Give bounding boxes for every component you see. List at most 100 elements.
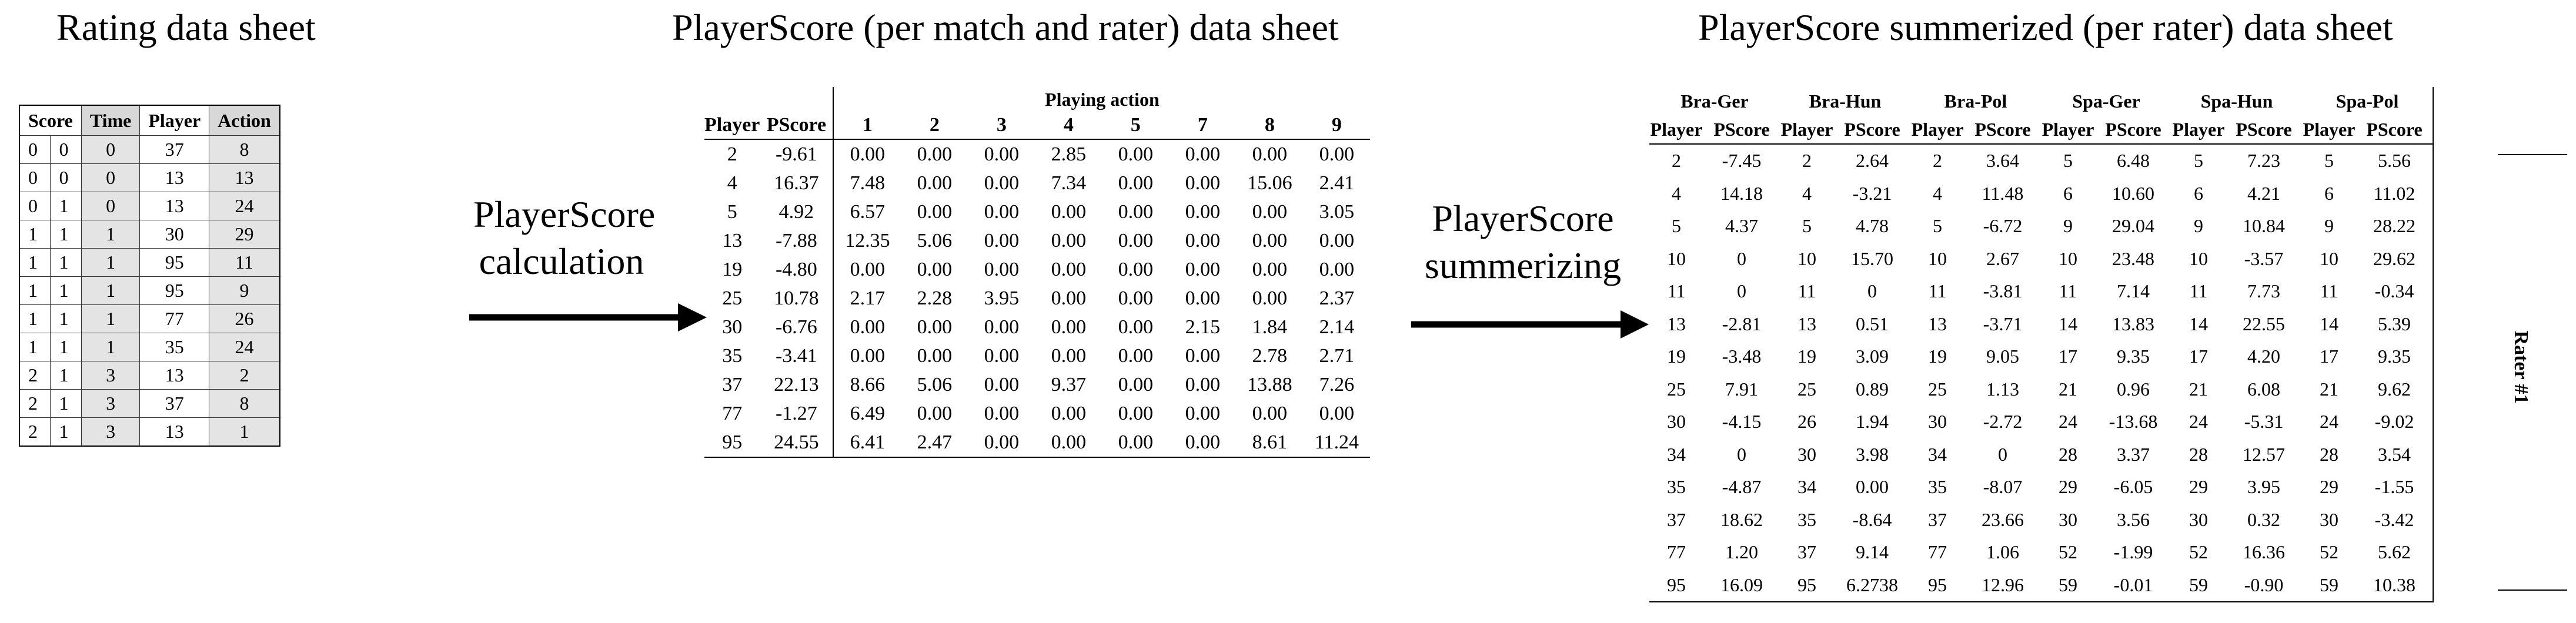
summary-cell: 0 — [1737, 247, 1746, 269]
pscore-cell: 0.00 — [1252, 402, 1288, 424]
rating-cell: 30 — [139, 220, 210, 249]
pscore-row: 4 16.37 7.48 0.00 0.00 7.34 0.00 0.00 15.06 2.41 — [704, 169, 1370, 197]
pscore-cell: 0.00 — [917, 172, 953, 194]
summary-cell: 3.64 — [1986, 150, 2019, 172]
calc-arrow-label: PlayerScore calculation — [473, 191, 655, 285]
rating-cell: 13 — [139, 417, 210, 447]
summary-cell: 2 — [1802, 150, 1812, 172]
pscore-cell: 0.00 — [917, 344, 953, 367]
summary-cell: 30 — [1667, 411, 1686, 433]
summary-cell: 30 — [2189, 508, 2208, 530]
summary-cell: 5 — [1802, 215, 1812, 237]
summary-cell: 17 — [2189, 346, 2208, 367]
summary-cell: 95 — [1910, 568, 1964, 602]
rating-cell: 9 — [209, 276, 280, 305]
rating-cell: 2 — [19, 389, 51, 418]
rating-cell: 1 — [19, 220, 51, 249]
summary-cell: 11 — [1928, 280, 1947, 302]
summary-match-header: Spa-Hun — [2200, 90, 2273, 112]
summary-cell: 15.70 — [1851, 247, 1893, 269]
summary-cell: 3.56 — [2117, 508, 2150, 530]
summary-cell: 4 — [1672, 182, 1681, 204]
rating-cell: 1 — [50, 389, 82, 418]
summary-cell: 11.48 — [1982, 182, 2024, 204]
summary-cell: 30 — [1797, 443, 1816, 465]
pscore-cell: 0.00 — [1185, 402, 1221, 424]
rating-cell: 29 — [209, 220, 280, 249]
pscore-cell: 0.00 — [1051, 258, 1087, 280]
rating-cell: 13 — [139, 192, 210, 220]
rating-cell: 24 — [209, 333, 280, 361]
rating-cell: 1 — [50, 276, 82, 305]
rating-cell: 1 — [19, 304, 51, 333]
summary-cell: 9.05 — [1986, 346, 2019, 367]
summary-match-header: Spa-Ger — [2072, 90, 2140, 112]
pscore-cell: 0.00 — [1118, 373, 1154, 396]
pscore-cell: 2.17 — [850, 287, 886, 309]
pscore-cell: 0.00 — [1185, 373, 1221, 396]
summary-cell: -8.07 — [1983, 476, 2023, 498]
pscore-col-header: PScore — [760, 112, 834, 140]
summary-cell: 9 — [2194, 215, 2203, 237]
pscore-cell: 5.06 — [917, 373, 953, 396]
summary-cell: 16.36 — [2243, 541, 2285, 563]
pscore-cell: 13.88 — [1247, 373, 1292, 396]
summary-row: 13 -2.81 13 0.51 13 -3.71 14 13.83 14 22.55 14 5.39 — [1649, 307, 2434, 340]
pscore-cell: 37 — [722, 373, 743, 396]
rating-row: 1 1 1 95 11 — [19, 248, 280, 277]
summary-cell: 6 — [2324, 182, 2334, 204]
pscore-cell: 2.14 — [1319, 316, 1355, 338]
summary-cell: 11 — [2189, 280, 2208, 302]
summary-col-player: Player — [1649, 115, 1703, 145]
summary-cell: 30 — [2320, 508, 2338, 530]
summary-cell: 5.39 — [2356, 307, 2434, 340]
rating-header-player: Player — [139, 105, 210, 136]
rating-cell: 1 — [50, 248, 82, 277]
summary-cell: 30 — [1928, 411, 1947, 433]
pscore-cell: 0.00 — [1319, 258, 1355, 280]
pscore-cell: 95 — [704, 428, 760, 458]
calc-label-line2: calculation — [479, 240, 644, 282]
summary-cell: 35 — [1667, 476, 1686, 498]
pscore-row: 5 4.92 6.57 0.00 0.00 0.00 0.00 0.00 0.00 3.05 — [704, 197, 1370, 226]
summary-cell: 9.35 — [2117, 346, 2150, 367]
pscore-cell: 3.95 — [984, 287, 1020, 309]
summary-cell: 5 — [1933, 215, 1942, 237]
summary-row: 10 0 10 15.70 10 2.67 10 23.48 10 -3.57 10 29.62 — [1649, 242, 2434, 275]
pscore-cell: 2 — [727, 143, 737, 165]
pscore-cell: 0.00 — [1118, 402, 1154, 424]
summary-cell: 14 — [2189, 313, 2208, 334]
summary-cell: 10 — [1797, 247, 1816, 269]
pscore-cell: 0.00 — [1118, 172, 1154, 194]
summary-cell: 37 — [1797, 541, 1816, 563]
summary-cell: 77 — [1667, 541, 1686, 563]
rating-cell: 13 — [139, 163, 210, 192]
summary-col-player: Player — [2171, 115, 2226, 145]
summary-cell: 28 — [2059, 443, 2077, 465]
rating-cell: 0 — [19, 135, 51, 164]
summary-cell: -13.68 — [2109, 411, 2158, 433]
rating-cell: 77 — [139, 304, 210, 333]
summary-row: 11 0 11 0 11 -3.81 11 7.14 11 7.73 11 -0.34 — [1649, 275, 2434, 308]
pscore-cell: 6.49 — [850, 402, 886, 424]
rating-cell: 8 — [209, 389, 280, 418]
rating-row: 0 0 0 13 13 — [19, 163, 280, 192]
rating-cell: 8 — [209, 135, 280, 164]
pscore-cell: 0.00 — [1185, 287, 1221, 309]
pscore-cell: 7.26 — [1319, 373, 1355, 396]
pscore-cell: 0.00 — [917, 143, 953, 165]
summary-cell: 9 — [2063, 215, 2073, 237]
pscore-cell: 0.00 — [1118, 287, 1154, 309]
pscore-cell: 12.35 — [845, 229, 890, 252]
pscore-cell: 0.00 — [1118, 316, 1154, 338]
pscore-cell: -1.27 — [760, 399, 834, 428]
pscore-cell: 15.06 — [1247, 172, 1292, 194]
rating-cell: 37 — [139, 135, 210, 164]
rating-row: 2 1 3 13 2 — [19, 361, 280, 390]
pscore-row: 19 -4.80 0.00 0.00 0.00 0.00 0.00 0.00 0.00 0.00 — [704, 255, 1370, 284]
pscore-cell: 2.15 — [1185, 316, 1221, 338]
pscore-cell: 0.00 — [1051, 229, 1087, 252]
pscore-cell: 0.00 — [984, 200, 1020, 223]
rating-cell: 11 — [209, 248, 280, 277]
summary-row: 25 7.91 25 0.89 25 1.13 21 0.96 21 6.08 21 9.62 — [1649, 373, 2434, 406]
